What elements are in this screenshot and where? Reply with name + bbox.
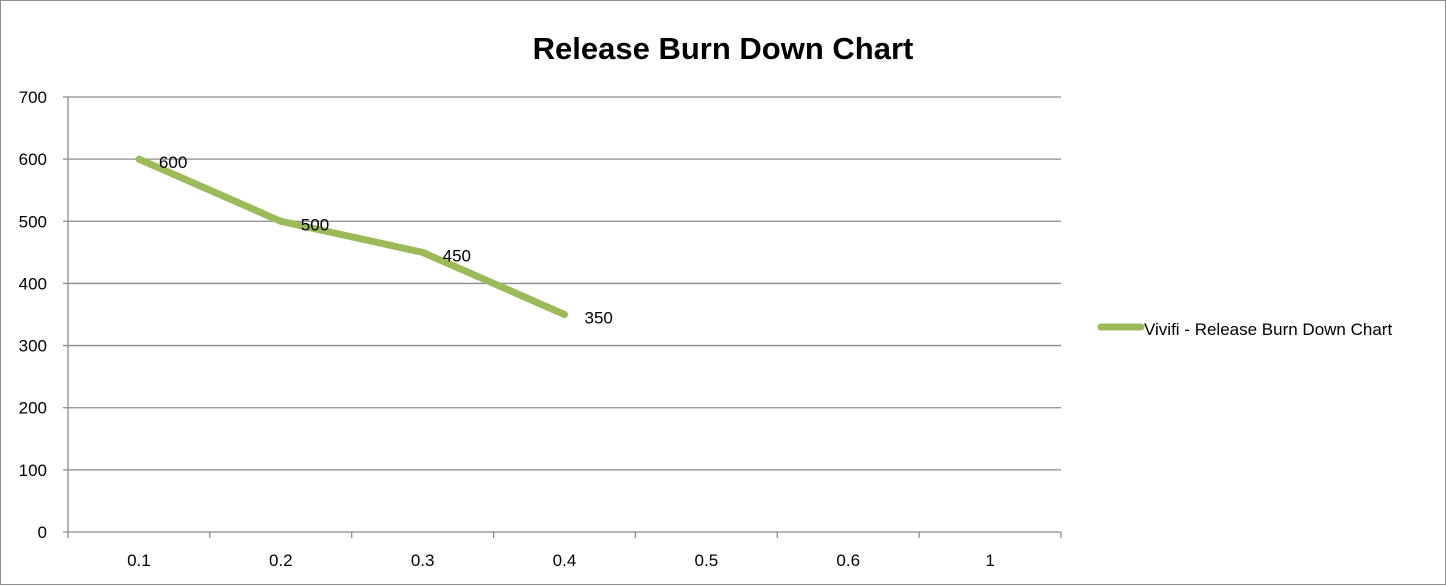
x-axis-ticks: 0.1 0.2 0.3 0.4 0.5 0.6 1 [67, 532, 1062, 570]
y-axis-ticks: 0 100 200 300 400 500 600 700 [19, 88, 47, 542]
y-tick-label: 0 [38, 523, 47, 542]
x-tick-label: 0.4 [553, 551, 577, 570]
data-label: 350 [585, 309, 613, 328]
data-label: 500 [301, 215, 329, 234]
y-tick-label: 100 [19, 461, 47, 480]
chart-title: Release Burn Down Chart [533, 31, 914, 66]
gridlines [63, 96, 1061, 471]
series-group [135, 155, 568, 318]
x-tick-label: 0.5 [695, 551, 719, 570]
x-tick-label: 0.3 [411, 551, 435, 570]
x-tick-label: 1 [985, 551, 994, 570]
data-label: 600 [159, 153, 187, 172]
data-labels: 600 500 450 350 [159, 153, 613, 327]
x-tick-label: 0.1 [127, 551, 151, 570]
y-tick-label: 700 [19, 88, 47, 107]
x-tick-label: 0.6 [836, 551, 860, 570]
x-tick-label: 0.2 [269, 551, 293, 570]
data-label: 450 [443, 246, 471, 265]
y-tick-label: 500 [19, 212, 47, 231]
legend: Vivifi - Release Burn Down Chart [1097, 320, 1392, 339]
y-tick-label: 200 [19, 399, 47, 418]
axes [63, 97, 1061, 533]
series-line [135, 155, 568, 318]
y-tick-label: 300 [19, 337, 47, 356]
y-tick-label: 600 [19, 150, 47, 169]
legend-entry-label: Vivifi - Release Burn Down Chart [1144, 320, 1392, 339]
y-tick-label: 400 [19, 274, 47, 293]
